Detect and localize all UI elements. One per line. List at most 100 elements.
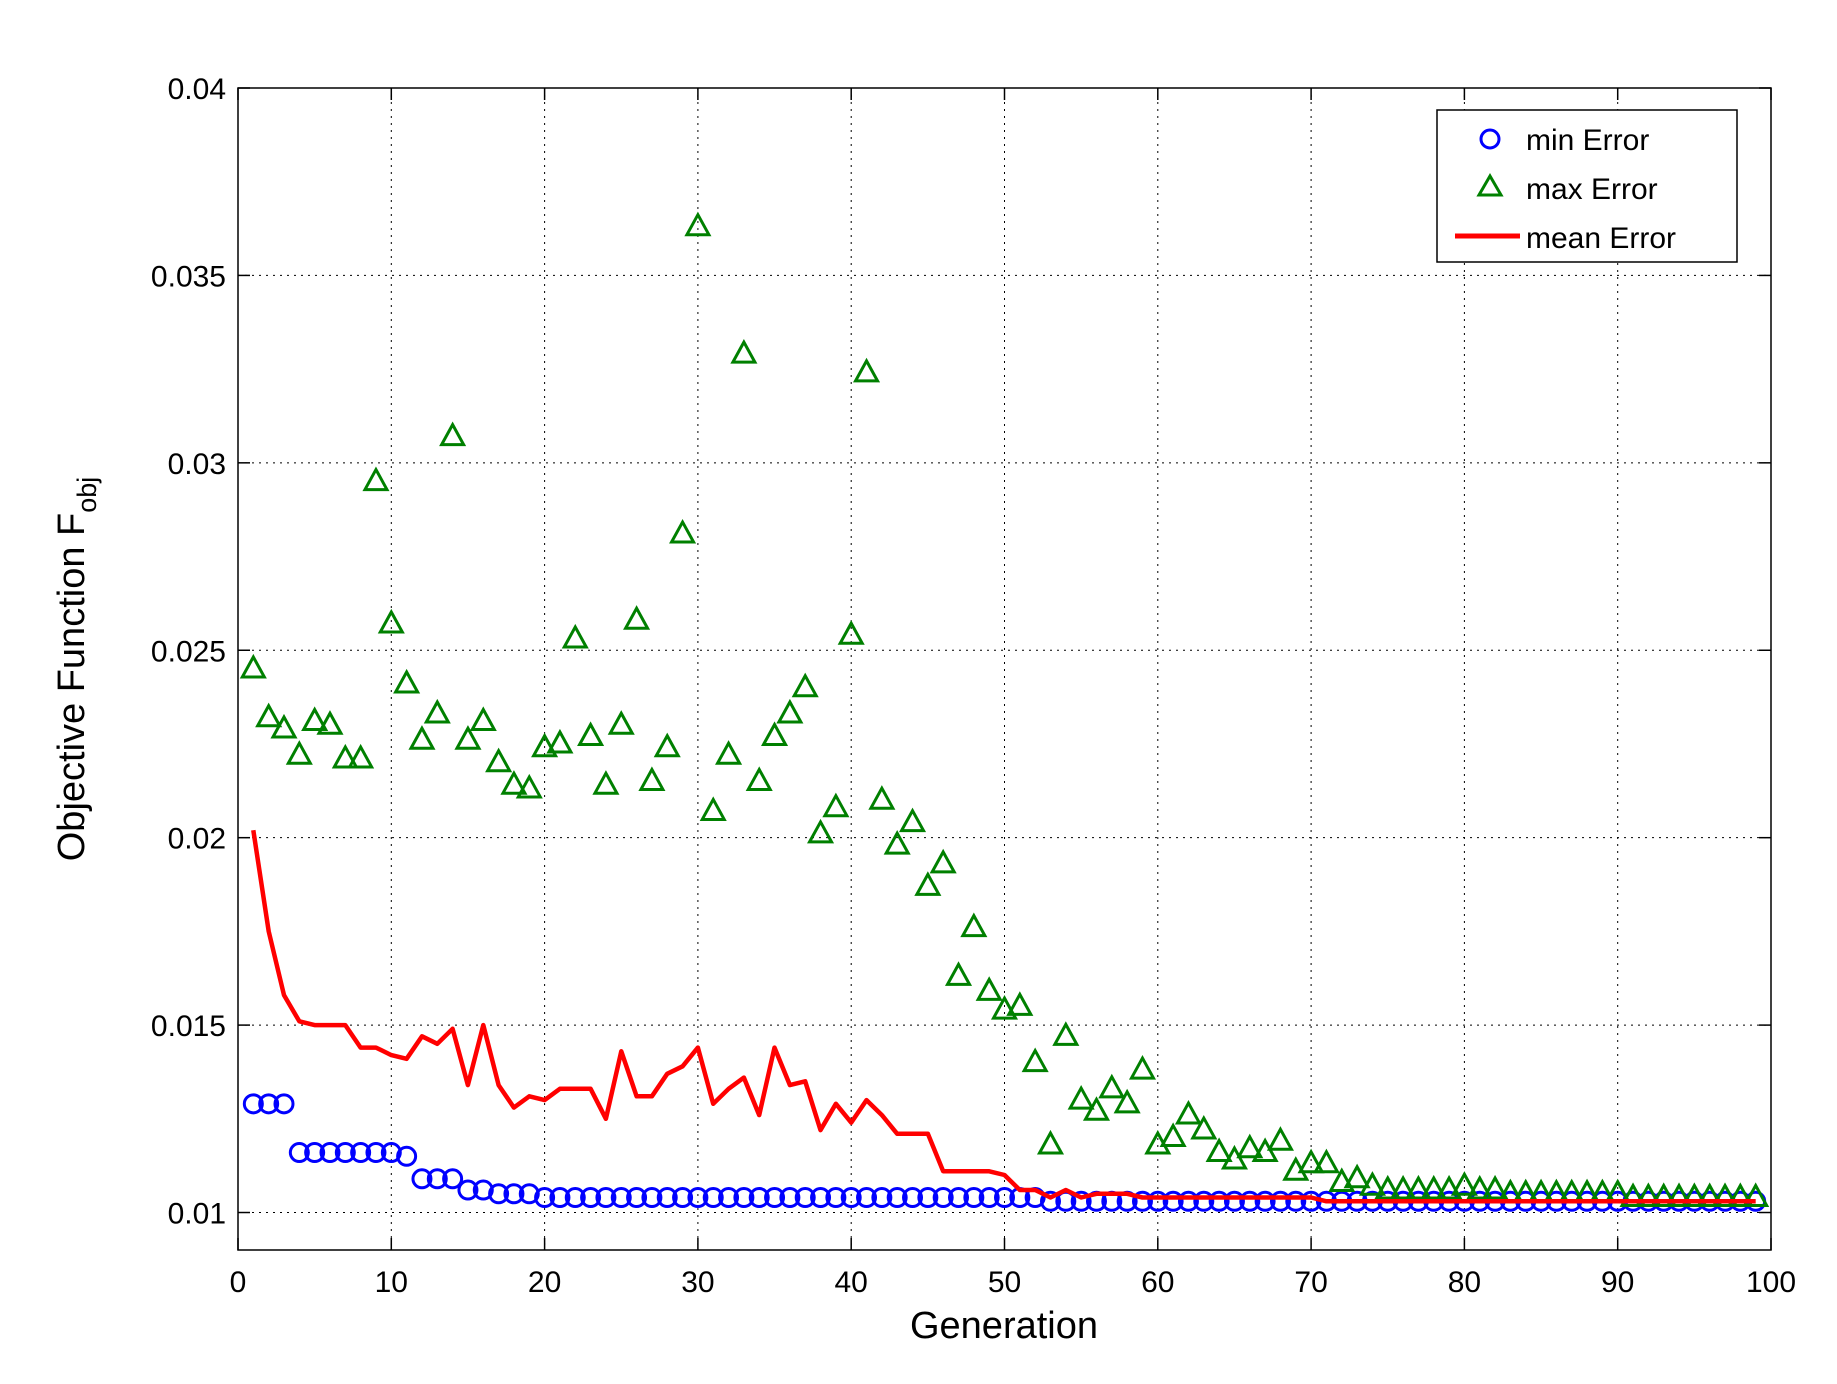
grid [238, 87, 1771, 1250]
max-error-point [1328, 1167, 1356, 1193]
legend-mean-error-label: mean Error [1526, 222, 1676, 255]
max-error-point [837, 620, 865, 645]
max-error-point [1374, 1174, 1402, 1200]
min-error-point [702, 1187, 724, 1209]
min-error-point [472, 1179, 494, 1201]
y-tick-label: 0.03 [168, 448, 226, 481]
max-error-point [822, 792, 850, 818]
max-error-point [1128, 1054, 1157, 1080]
min-error-point [779, 1187, 801, 1209]
max-error-point [883, 830, 911, 855]
min-error-point [595, 1187, 617, 1209]
max-error-point [1358, 1171, 1386, 1196]
legend-max-error-label: max Error [1526, 173, 1658, 206]
min-error-point [886, 1187, 908, 1209]
min-error-point [1162, 1190, 1184, 1212]
max-error-point [255, 702, 283, 728]
max-error-point [807, 818, 835, 844]
max-error-point [1634, 1182, 1662, 1208]
max-error-point [761, 721, 789, 746]
max-error-point [669, 518, 697, 544]
max-error-point [331, 743, 359, 769]
series-max-error [239, 211, 1770, 1208]
max-error-point [1113, 1088, 1141, 1114]
min-error-point [978, 1187, 1000, 1209]
max-error-point [1205, 1137, 1233, 1163]
min-error-point [1131, 1190, 1153, 1212]
max-error-point [362, 466, 390, 492]
max-error-point [1006, 991, 1034, 1016]
min-error-point [1193, 1190, 1215, 1212]
max-error-point [791, 672, 819, 698]
min-error-point [840, 1187, 862, 1209]
data-marks [239, 211, 1770, 1212]
series-mean-error [251, 829, 1756, 1204]
min-error-point [963, 1187, 985, 1209]
x-tick-label: 60 [1141, 1266, 1174, 1299]
min-error-point [626, 1187, 648, 1209]
max-error-point [592, 770, 620, 795]
x-axis-title: Generation [910, 1305, 1098, 1347]
max-error-point [1312, 1148, 1340, 1174]
max-error-point [515, 773, 543, 799]
min-error-point [902, 1187, 924, 1209]
min-error-point [1254, 1190, 1276, 1212]
max-error-point [1420, 1174, 1448, 1200]
x-tick-label: 100 [1746, 1266, 1796, 1299]
x-tick-label: 50 [988, 1266, 1021, 1299]
max-error-point [1726, 1182, 1754, 1208]
min-error-point [1070, 1190, 1092, 1212]
max-error-point [944, 961, 973, 986]
max-error-point [1481, 1174, 1509, 1200]
x-tick-label: 20 [528, 1266, 561, 1299]
min-error-point [411, 1168, 433, 1190]
min-error-point [1285, 1190, 1307, 1212]
max-error-point [1665, 1182, 1693, 1208]
max-error-point [408, 725, 436, 750]
x-tick-labels: 0 10 20 30 40 50 60 70 80 90 100 [230, 1266, 1796, 1299]
y-axis-title-main: Objective Function F [51, 513, 93, 861]
max-error-point [270, 713, 298, 739]
min-error-point [825, 1187, 847, 1209]
min-error-point [350, 1142, 372, 1164]
max-error-point [776, 698, 804, 724]
min-error-point [733, 1187, 755, 1209]
y-tick-label: 0.01 [168, 1198, 226, 1231]
plot-frame [237, 87, 1772, 1251]
min-error-point [380, 1142, 402, 1164]
max-error-point [1450, 1171, 1478, 1196]
min-error-point [396, 1145, 418, 1167]
y-tick-label: 0.025 [151, 635, 226, 668]
min-error-point [871, 1187, 893, 1209]
max-error-point [577, 721, 605, 746]
max-error-point [1159, 1122, 1187, 1148]
min-error-point [242, 1093, 264, 1115]
min-error-point [948, 1187, 970, 1209]
max-error-point [898, 807, 927, 833]
min-error-point [856, 1187, 878, 1209]
min-error-point [304, 1142, 326, 1164]
legend-min-error-label: min Error [1526, 124, 1649, 157]
max-error-point [423, 698, 451, 724]
max-error-point [1174, 1099, 1202, 1125]
max-error-point [1052, 1021, 1080, 1046]
min-error-point [1147, 1190, 1169, 1212]
min-error-point [1223, 1190, 1245, 1212]
max-error-point [1742, 1182, 1770, 1208]
max-error-point [1696, 1182, 1724, 1208]
min-error-point [764, 1187, 786, 1209]
min-error-point [672, 1187, 694, 1209]
legend-max-error-marker [1476, 173, 1504, 197]
max-error-point [1650, 1182, 1678, 1208]
max-error-point [653, 732, 681, 758]
legend-min-error-marker [1479, 128, 1501, 150]
min-error-point [457, 1179, 479, 1201]
max-error-point [1389, 1174, 1417, 1200]
max-error-point [454, 725, 482, 750]
max-error-point [1036, 1129, 1065, 1155]
min-error-point [641, 1187, 663, 1209]
max-error-point [301, 706, 329, 731]
min-error-point [1208, 1190, 1230, 1212]
max-error-point [469, 706, 497, 731]
max-error-point [684, 211, 712, 237]
